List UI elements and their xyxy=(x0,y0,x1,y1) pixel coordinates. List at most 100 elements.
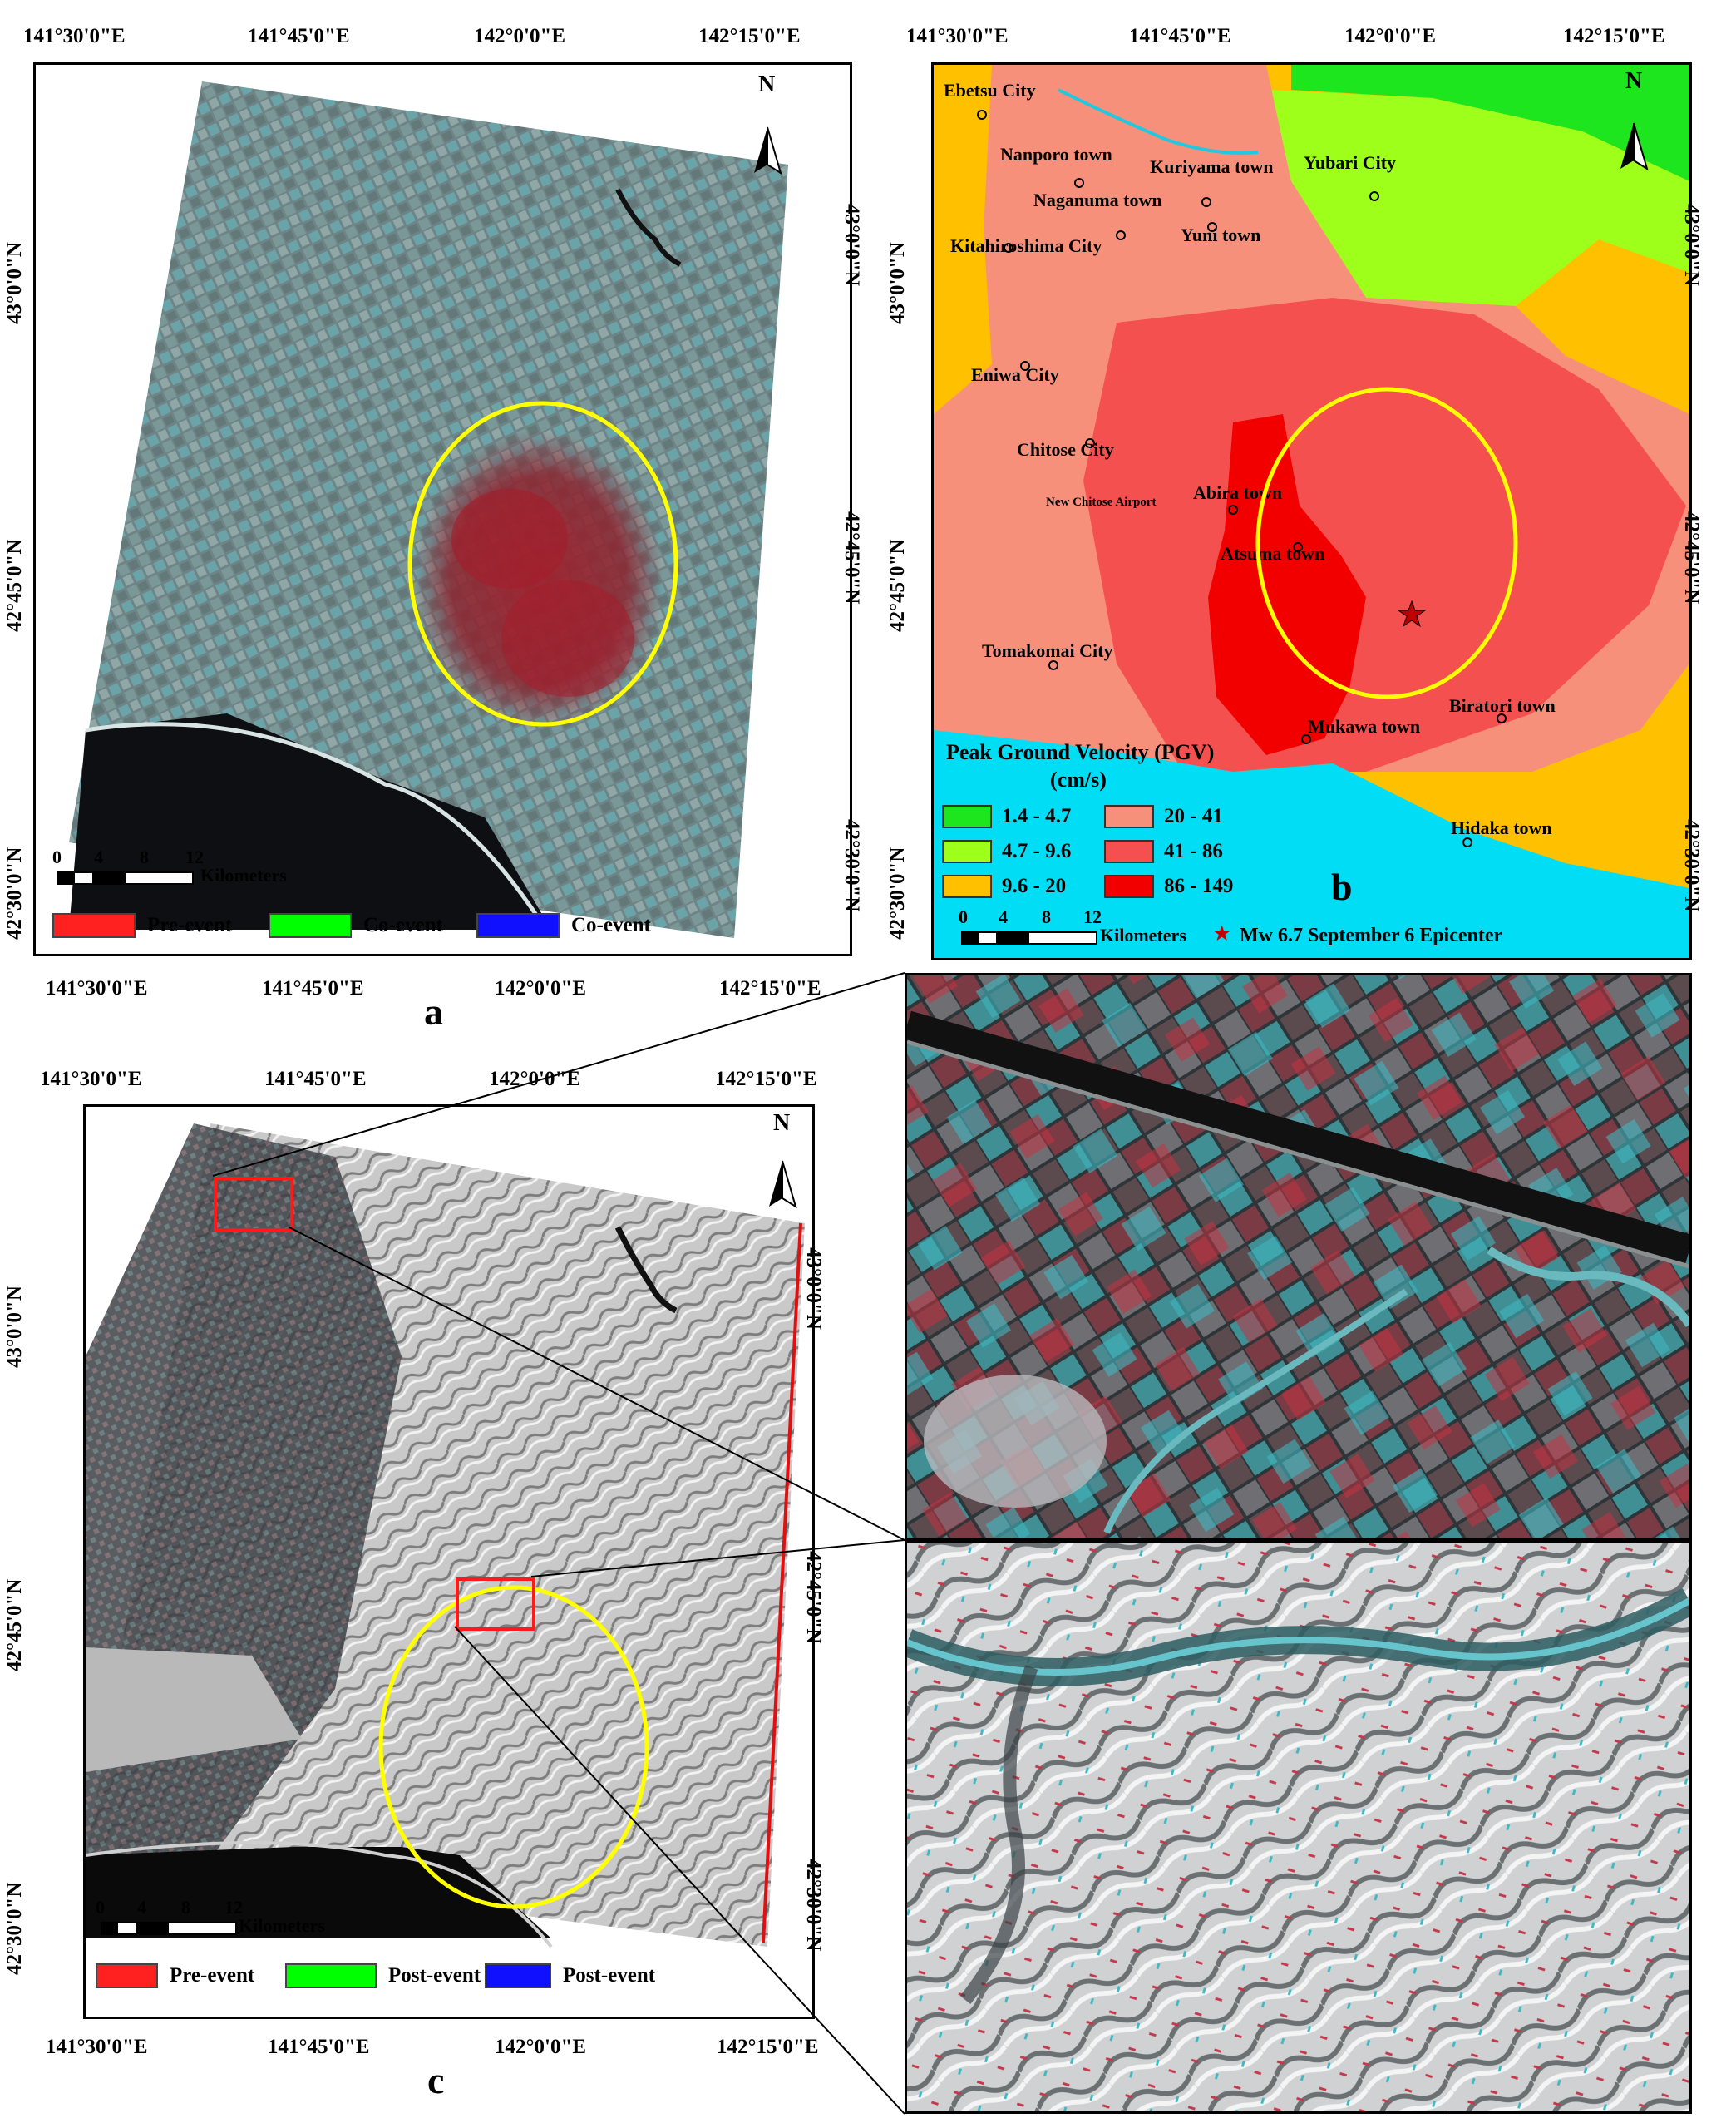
epicenter-legend-label: Mw 6.7 September 6 Epicenter xyxy=(1240,925,1503,946)
legend-label: Co-event xyxy=(363,914,443,936)
legend-co-event-green: Co-event xyxy=(269,913,443,938)
scale-tick-12: 12 xyxy=(224,1897,243,1918)
pgv-label: 20 - 41 xyxy=(1164,805,1223,827)
town-marker-icon xyxy=(1462,837,1472,847)
zoom-panel-hills xyxy=(905,1540,1692,2114)
town-label: Yuni town xyxy=(1181,225,1260,245)
legend-swatch-blue xyxy=(485,1963,551,1988)
town-label: Kitahiroshima City xyxy=(950,235,1102,256)
panel-b-top-lon-1: 141°30'0"E xyxy=(906,25,1009,47)
pgv-swatch xyxy=(942,840,992,863)
panel-c-top-lon-1: 141°30'0"E xyxy=(40,1068,142,1090)
panel-a-north-arrow-icon xyxy=(754,126,782,175)
scale-tick-4: 4 xyxy=(94,847,103,867)
zoom-panel-farmland xyxy=(905,973,1692,1540)
legend-label: Pre-event xyxy=(170,1964,255,1987)
town-marker-icon xyxy=(1048,660,1058,670)
town-marker-icon xyxy=(1074,178,1084,188)
panel-a-bottom-lon-2: 141°45'0"E xyxy=(262,977,364,1000)
panel-a-highlight-ellipse xyxy=(407,401,678,727)
panel-b-highlight-ellipse xyxy=(1255,387,1518,699)
pgv-swatch xyxy=(1104,805,1154,828)
pgv-class-4: 20 - 41 xyxy=(1104,805,1223,828)
legend-swatch-red xyxy=(96,1963,158,1988)
town-marker-icon xyxy=(1020,361,1030,371)
panel-b-top-lon-2: 141°45'0"E xyxy=(1129,25,1231,47)
panel-a-top-lon-1: 141°30'0"E xyxy=(23,25,126,47)
pgv-label: 86 - 149 xyxy=(1164,875,1234,897)
pgv-legend-unit: (cm/s) xyxy=(1050,768,1107,792)
town-label: Chitose City xyxy=(1017,439,1114,460)
pgv-label: 41 - 86 xyxy=(1164,840,1223,862)
panel-c-bottom-lon-3: 142°0'0"E xyxy=(495,2036,586,2058)
zoom-farmland-image xyxy=(907,975,1689,1538)
panel-a-top-lon-4: 142°15'0"E xyxy=(698,25,801,47)
panel-c-bottom-lon-4: 142°15'0"E xyxy=(717,2036,819,2058)
scale-unit: Kilometers xyxy=(239,1915,325,1936)
scale-tick-8: 8 xyxy=(1042,906,1051,927)
town-label: Tomakomai City xyxy=(982,640,1112,661)
legend-pre-event: Pre-event xyxy=(96,1963,254,1988)
town-marker-icon xyxy=(1301,734,1311,744)
legend-label: Post-event xyxy=(563,1964,656,1987)
legend-label: Post-event xyxy=(388,1964,481,1987)
legend-pre-event: Pre-event xyxy=(52,913,232,938)
legend-co-event-blue: Co-event xyxy=(476,913,651,938)
town-label: Biratori town xyxy=(1449,695,1556,716)
legend-swatch-blue xyxy=(476,913,560,938)
town-marker-icon xyxy=(1497,713,1507,723)
panel-a-letter: a xyxy=(424,990,443,1033)
town-label: Kuriyama town xyxy=(1150,156,1274,177)
panel-a-bottom-lon-3: 142°0'0"E xyxy=(495,977,586,1000)
pgv-swatch xyxy=(942,805,992,828)
scale-tick-0: 0 xyxy=(52,847,62,867)
panel-b-letter: b xyxy=(1331,866,1353,908)
scale-bar-graphic xyxy=(57,871,194,885)
town-label: Mukawa town xyxy=(1308,716,1420,737)
scale-tick-12: 12 xyxy=(1083,906,1102,927)
panel-b-north-label: N xyxy=(1625,68,1642,94)
legend-swatch-green xyxy=(269,913,352,938)
panel-b-top-lon-4: 142°15'0"E xyxy=(1563,25,1665,47)
panel-b-top-lon-3: 142°0'0"E xyxy=(1344,25,1436,47)
legend-swatch-red xyxy=(52,913,136,938)
panel-a-north-label: N xyxy=(758,72,775,97)
scale-tick-4: 4 xyxy=(137,1897,146,1918)
scale-tick-0: 0 xyxy=(959,906,968,927)
panel-b-pgv-map: Ebetsu City Nanporo town Kuriyama town Yuba… xyxy=(934,65,1689,958)
panel-b-north-arrow-icon xyxy=(1620,122,1649,171)
panel-b-map-frame: Ebetsu City Nanporo town Kuriyama town Yuba… xyxy=(931,62,1692,960)
epicenter-legend-star-icon: ★ xyxy=(1212,921,1232,945)
town-label: Yubari City xyxy=(1304,152,1396,173)
pgv-class-6: 86 - 149 xyxy=(1104,875,1233,898)
panel-c-map-frame: N 0 4 8 12 Kilometers Pre-event Post-eve… xyxy=(83,1104,815,2019)
pgv-swatch xyxy=(1104,840,1154,863)
panel-a-bottom-lon-1: 141°30'0"E xyxy=(46,977,148,1000)
pgv-label: 4.7 - 9.6 xyxy=(1002,840,1072,862)
zoom-box-north xyxy=(214,1177,293,1232)
pgv-class-2: 4.7 - 9.6 xyxy=(942,840,1071,863)
town-marker-icon xyxy=(1201,197,1211,207)
panel-c-top-lon-3: 142°0'0"E xyxy=(489,1068,580,1090)
pgv-class-1: 1.4 - 4.7 xyxy=(942,805,1071,828)
town-marker-icon xyxy=(977,110,987,120)
panel-c-top-lon-2: 141°45'0"E xyxy=(264,1068,367,1090)
pgv-label: 9.6 - 20 xyxy=(1002,875,1067,897)
panel-a-map-frame: N 0 4 8 12 Kilometers Pre-event Co-event… xyxy=(33,62,852,956)
pgv-legend-title: Peak Ground Velocity (PGV) xyxy=(946,740,1215,764)
panel-c-bottom-lon-2: 141°45'0"E xyxy=(268,2036,370,2058)
pgv-class-3: 9.6 - 20 xyxy=(942,875,1066,898)
town-marker-icon xyxy=(1004,243,1013,253)
town-marker-icon xyxy=(1085,438,1095,448)
town-label: Nanporo town xyxy=(1000,144,1112,165)
scale-tick-8: 8 xyxy=(181,1897,190,1918)
legend-label: Pre-event xyxy=(147,914,233,936)
scale-unit: Kilometers xyxy=(1100,925,1186,945)
town-marker-icon xyxy=(1369,191,1379,201)
panel-c-bottom-lon-1: 141°30'0"E xyxy=(46,2036,148,2058)
panel-c-top-lon-4: 142°15'0"E xyxy=(715,1068,817,1090)
town-label: Eniwa City xyxy=(971,364,1059,385)
town-label: Atsuma town xyxy=(1221,543,1324,564)
scale-tick-12: 12 xyxy=(185,847,204,867)
